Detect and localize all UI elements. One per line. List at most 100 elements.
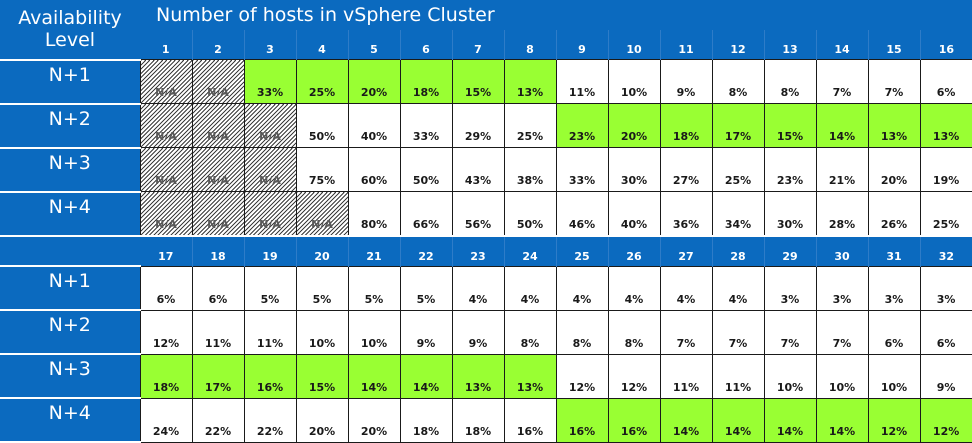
capacity-cell: 17% — [711, 103, 765, 148]
capacity-cell: 13% — [503, 59, 557, 104]
na-cell: N/A — [139, 191, 193, 236]
host-count-header: 2 — [191, 30, 244, 60]
host-count-header: 18 — [191, 234, 244, 266]
capacity-cell: 6% — [139, 265, 193, 311]
capacity-cell: 30% — [763, 191, 817, 236]
host-count-header: 28 — [711, 234, 764, 266]
capacity-cell: 13% — [451, 353, 505, 399]
host-count-header: 27 — [659, 234, 712, 266]
capacity-cell: 17% — [191, 353, 245, 399]
capacity-cell: 34% — [711, 191, 765, 236]
capacity-cell: 6% — [191, 265, 245, 311]
capacity-cell: 9% — [919, 353, 972, 399]
host-count-header: 16 — [919, 30, 972, 60]
capacity-cell: 10% — [347, 309, 401, 355]
capacity-cell: 10% — [867, 353, 921, 399]
capacity-cell: 6% — [867, 309, 921, 355]
capacity-cell: 3% — [867, 265, 921, 311]
capacity-cell: 50% — [503, 191, 557, 236]
host-count-header: 29 — [763, 234, 816, 266]
capacity-cell: 56% — [451, 191, 505, 236]
capacity-cell: 8% — [555, 309, 609, 355]
table-row: N+4 N/A N/A N/A N/A 80% 66% 56% 50% 46% 40% 36% 34% 3… — [0, 191, 972, 237]
na-cell: N/A — [243, 103, 297, 148]
capacity-cell: 7% — [815, 309, 869, 355]
capacity-cell: 7% — [659, 309, 713, 355]
host-count-header: 6 — [399, 30, 452, 60]
capacity-cell: 23% — [763, 147, 817, 192]
host-count-header: 12 — [711, 30, 764, 60]
capacity-cell: 5% — [347, 265, 401, 311]
capacity-cell: 15% — [763, 103, 817, 148]
capacity-cell: 4% — [711, 265, 765, 311]
host-count-header: 26 — [607, 234, 660, 266]
host-count-header: 25 — [555, 234, 608, 266]
capacity-cell: 6% — [919, 59, 972, 104]
host-count-header: 4 — [295, 30, 348, 60]
capacity-cell: 18% — [399, 59, 453, 104]
table-row: N+3 18% 17% 16% 15% 14% 14% 13% 13% 12% 12% 11% 11% 1… — [0, 353, 972, 399]
capacity-cell: 22% — [243, 397, 297, 443]
capacity-cell: 16% — [243, 353, 297, 399]
capacity-cell: 12% — [867, 397, 921, 443]
capacity-cell: 28% — [815, 191, 869, 236]
capacity-cell: 9% — [659, 59, 713, 104]
host-count-row: 17 18 19 20 21 22 23 24 25 26 27 28 29 30 31 32 — [0, 234, 972, 267]
capacity-cell: 75% — [295, 147, 349, 192]
capacity-cell: 18% — [659, 103, 713, 148]
capacity-cell: 27% — [659, 147, 713, 192]
capacity-cell: 7% — [763, 309, 817, 355]
table-row: N+2 12% 11% 11% 10% 10% 9% 9% 8% 8% 8% 7% 7% 7% 7% 6% 6% — [0, 309, 972, 355]
capacity-cell: 10% — [815, 353, 869, 399]
capacity-cell: 20% — [295, 397, 349, 443]
capacity-cell: 25% — [295, 59, 349, 104]
capacity-cell: 10% — [295, 309, 349, 355]
capacity-cell: 40% — [607, 191, 661, 236]
na-cell: N/A — [191, 191, 245, 236]
host-count-header: 31 — [867, 234, 920, 266]
capacity-cell: 4% — [451, 265, 505, 311]
capacity-cell: 33% — [243, 59, 297, 104]
capacity-cell: 46% — [555, 191, 609, 236]
host-count-header: 14 — [815, 30, 868, 60]
na-cell: N/A — [139, 59, 193, 104]
na-cell: N/A — [191, 103, 245, 148]
capacity-cell: 8% — [607, 309, 661, 355]
capacity-cell: 7% — [867, 59, 921, 104]
capacity-cell: 13% — [867, 103, 921, 148]
capacity-cell: 3% — [815, 265, 869, 311]
capacity-cell: 12% — [919, 397, 972, 443]
capacity-cell: 30% — [607, 147, 661, 192]
section-hosts-17-32: N+1 6% 6% 5% 5% 5% 5% 4% 4% 4% 4% 4% 4% 3% 3% 3% 3% N+2 12… — [0, 265, 972, 443]
host-count-header: 5 — [347, 30, 400, 60]
availability-level-label: N+1 — [0, 59, 140, 105]
capacity-cell: 14% — [711, 397, 765, 443]
host-count-row: 1 2 3 4 5 6 7 8 9 10 11 12 13 14 15 16 — [0, 30, 972, 60]
capacity-cell: 16% — [555, 397, 609, 443]
availability-level-label: N+2 — [0, 103, 140, 149]
availability-level-header: Availability Level — [0, 0, 140, 61]
capacity-cell: 25% — [503, 103, 557, 148]
capacity-cell: 22% — [191, 397, 245, 443]
na-cell: N/A — [243, 147, 297, 192]
capacity-cell: 11% — [555, 59, 609, 104]
host-count-header: 9 — [555, 30, 608, 60]
host-count-header: 3 — [243, 30, 296, 60]
capacity-cell: 9% — [451, 309, 505, 355]
capacity-cell: 33% — [399, 103, 453, 148]
capacity-cell: 8% — [763, 59, 817, 104]
capacity-cell: 24% — [139, 397, 193, 443]
cluster-hosts-title: Number of hosts in vSphere Cluster — [140, 0, 972, 30]
capacity-cell: 16% — [503, 397, 557, 443]
table-header: Availability Level Number of hosts in vS… — [0, 0, 972, 61]
capacity-cell: 18% — [399, 397, 453, 443]
capacity-cell: 4% — [607, 265, 661, 311]
capacity-cell: 50% — [295, 103, 349, 148]
capacity-cell: 12% — [607, 353, 661, 399]
capacity-cell: 19% — [919, 147, 972, 192]
availability-level-label: N+2 — [0, 310, 140, 355]
table-row: N+3 N/A N/A N/A 75% 60% 50% 43% 38% 33% 30% 27% 25% 2… — [0, 147, 972, 193]
availability-level-label: N+3 — [0, 147, 140, 193]
capacity-cell: 26% — [867, 191, 921, 236]
capacity-cell: 29% — [451, 103, 505, 148]
